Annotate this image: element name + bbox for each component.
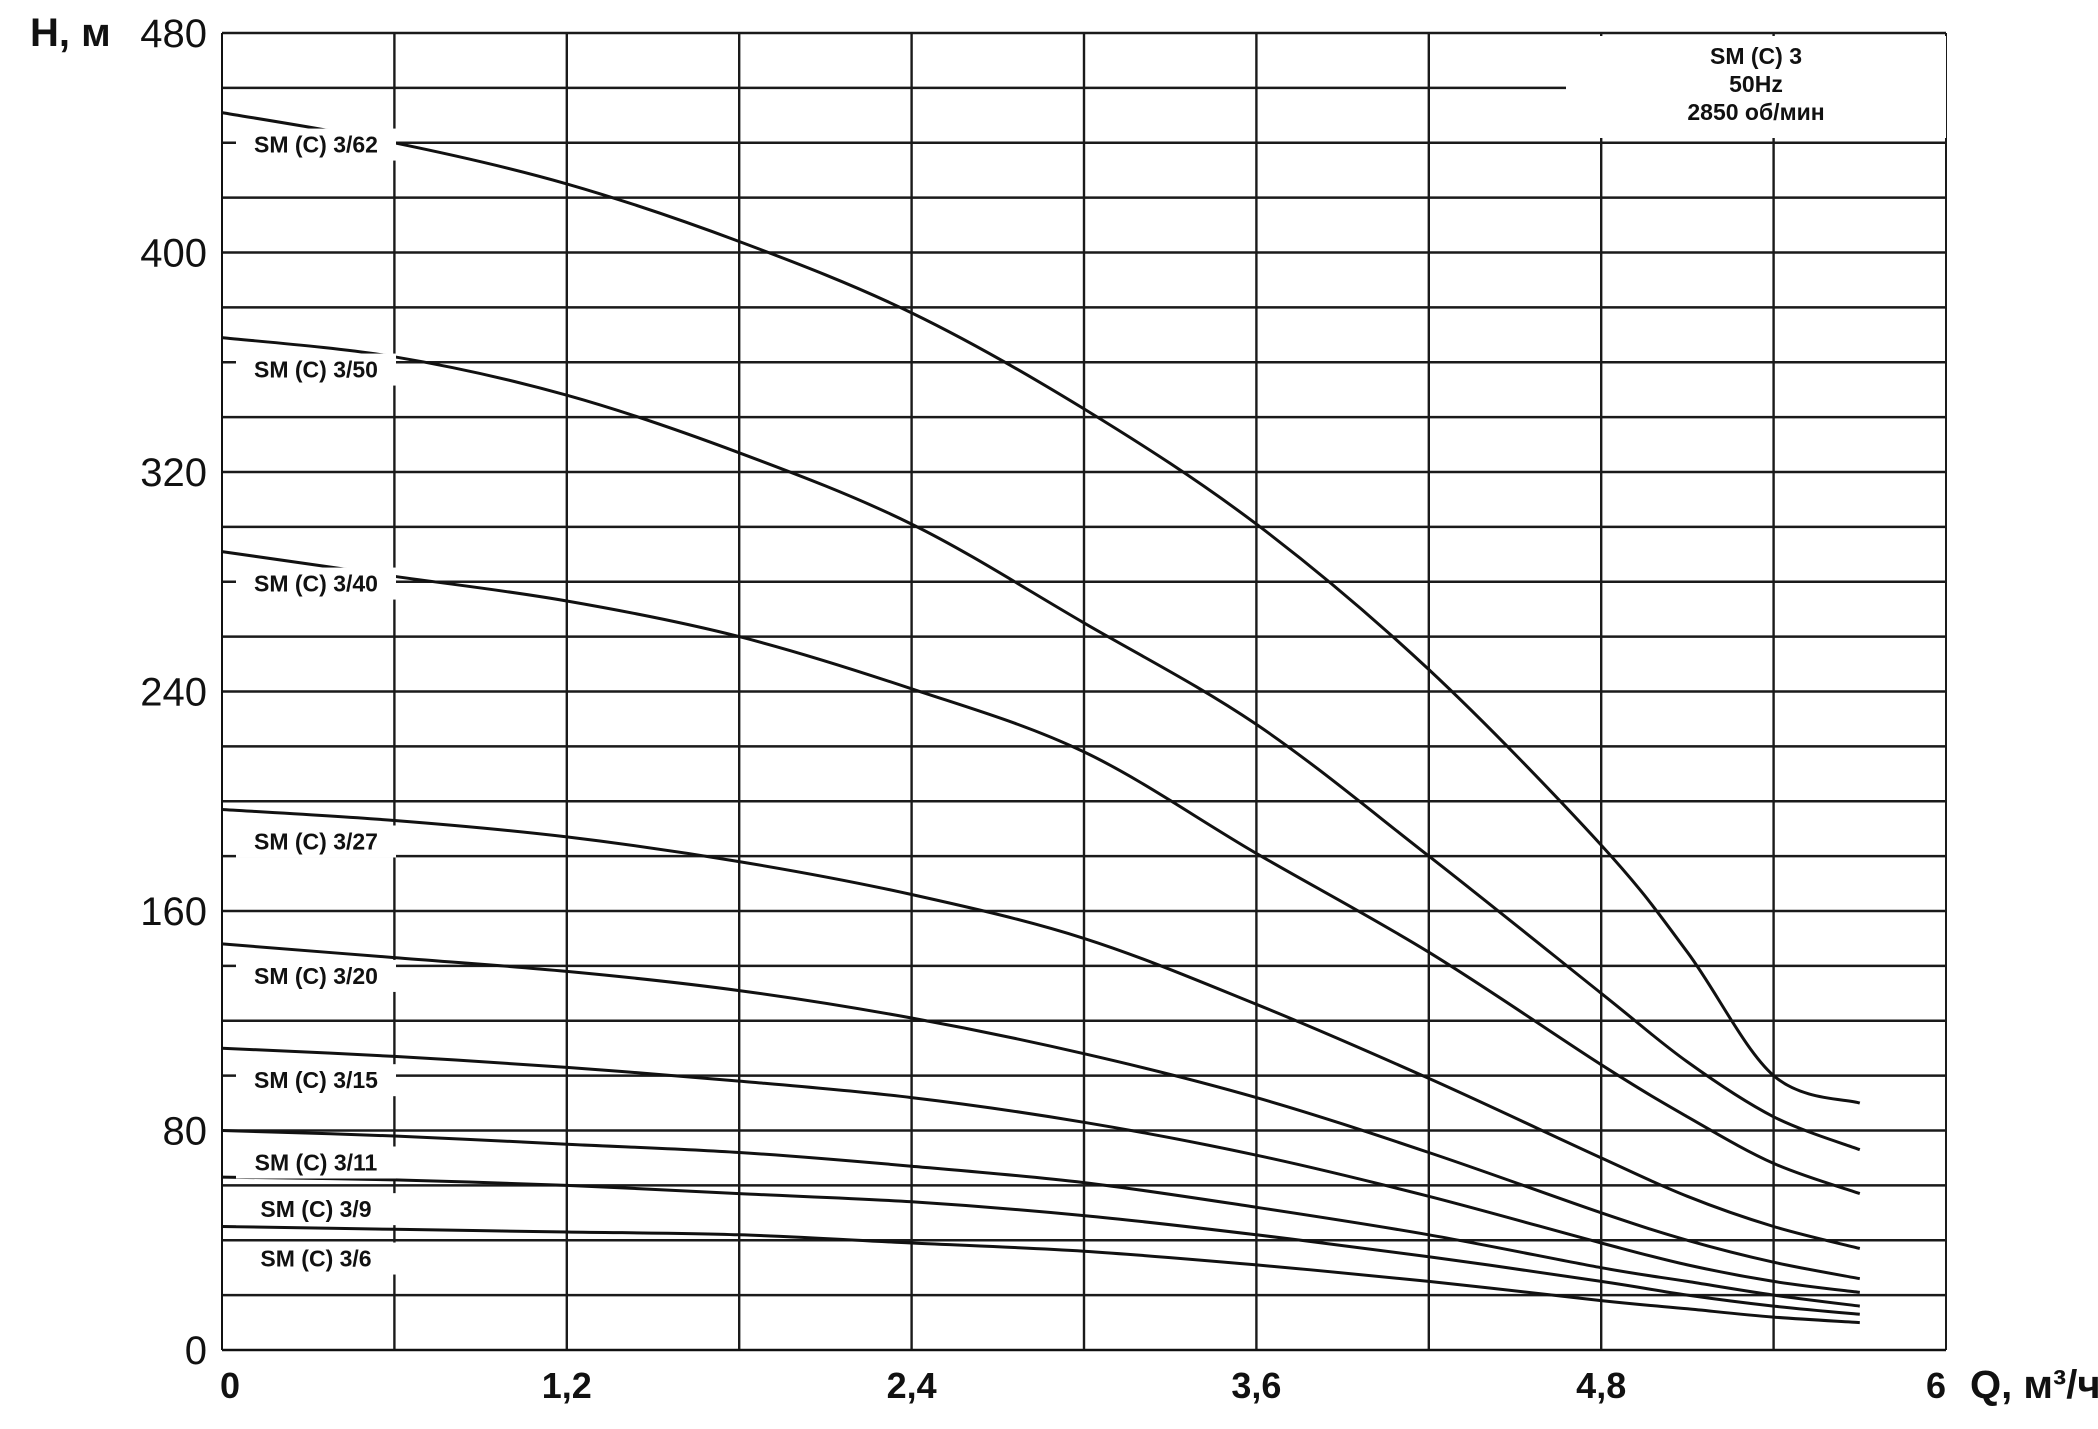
y-tick-label: 160 — [140, 890, 207, 934]
curve-series-9 — [221, 1225, 1860, 1325]
series-label: SM (C) 3/15 — [254, 1067, 378, 1093]
x-tick-label: 3,6 — [1231, 1365, 1281, 1406]
y-tick-label: 480 — [140, 12, 207, 56]
curves — [221, 111, 1861, 1325]
curve-series-3 — [221, 550, 1861, 1196]
x-tick-label: 1,2 — [542, 1365, 592, 1406]
series-label-bg — [236, 128, 396, 161]
series-label: SM (C) 3/40 — [254, 571, 378, 597]
series-label: SM (C) 3/50 — [254, 357, 378, 383]
series-label: SM (C) 3/62 — [254, 132, 378, 158]
y-tick-label: 320 — [140, 451, 207, 495]
curve-series-4 — [221, 808, 1861, 1250]
x-tick-label: 0 — [220, 1365, 240, 1406]
series-label-bg — [236, 825, 396, 858]
x-tick-label: 2,4 — [887, 1365, 937, 1406]
grid — [221, 31, 1947, 1352]
series-label: SM (C) 3/27 — [254, 828, 378, 854]
tick-labels: 480 400 320 240 160 80 00 1,2 2,4 3,6 4,8 6 — [140, 12, 1946, 1406]
y-axis-label: H, м — [30, 11, 111, 55]
series-label: SM (C) 3/11 — [255, 1150, 378, 1176]
curve-series-2 — [221, 336, 1861, 1152]
y-tick-label: 80 — [163, 1110, 208, 1154]
info-line-model: SM (C) 3 — [1710, 43, 1802, 69]
y-tick-label: 0 — [185, 1329, 207, 1373]
curve-series-8 — [221, 1175, 1860, 1316]
series-label-bg — [236, 1146, 396, 1179]
series-label-bg — [236, 353, 396, 386]
curve-series-5 — [221, 942, 1861, 1281]
series-label-bg — [236, 567, 396, 600]
x-tick-label: 4,8 — [1576, 1365, 1626, 1406]
series-label-bg — [236, 1242, 396, 1275]
series-label: SM (C) 3/6 — [260, 1246, 371, 1272]
series-labels: SM (C) 3/62 SM (C) 3/50 SM (C) 3/40 SM (C) … — [236, 128, 396, 1275]
curve-series-7 — [221, 1129, 1860, 1308]
x-tick-label: 6 — [1926, 1365, 1946, 1406]
curve-series-1 — [221, 111, 1861, 1105]
curve-series-6 — [221, 1046, 1860, 1294]
x-axis-label: Q, м³/ч — [1970, 1363, 2098, 1407]
series-label-bg — [236, 959, 396, 992]
series-label-bg — [236, 1193, 396, 1226]
info-line-speed: 2850 об/мин — [1687, 99, 1824, 125]
y-tick-label: 240 — [140, 671, 207, 715]
info-line-frequency: 50Hz — [1729, 71, 1783, 97]
y-tick-label: 400 — [140, 232, 207, 276]
info-box: SM (C) 3 50Hz 2850 об/мин — [1566, 36, 1946, 138]
series-label-bg — [236, 1064, 396, 1097]
series-label: SM (C) 3/9 — [260, 1196, 371, 1222]
series-label: SM (C) 3/20 — [254, 963, 378, 989]
